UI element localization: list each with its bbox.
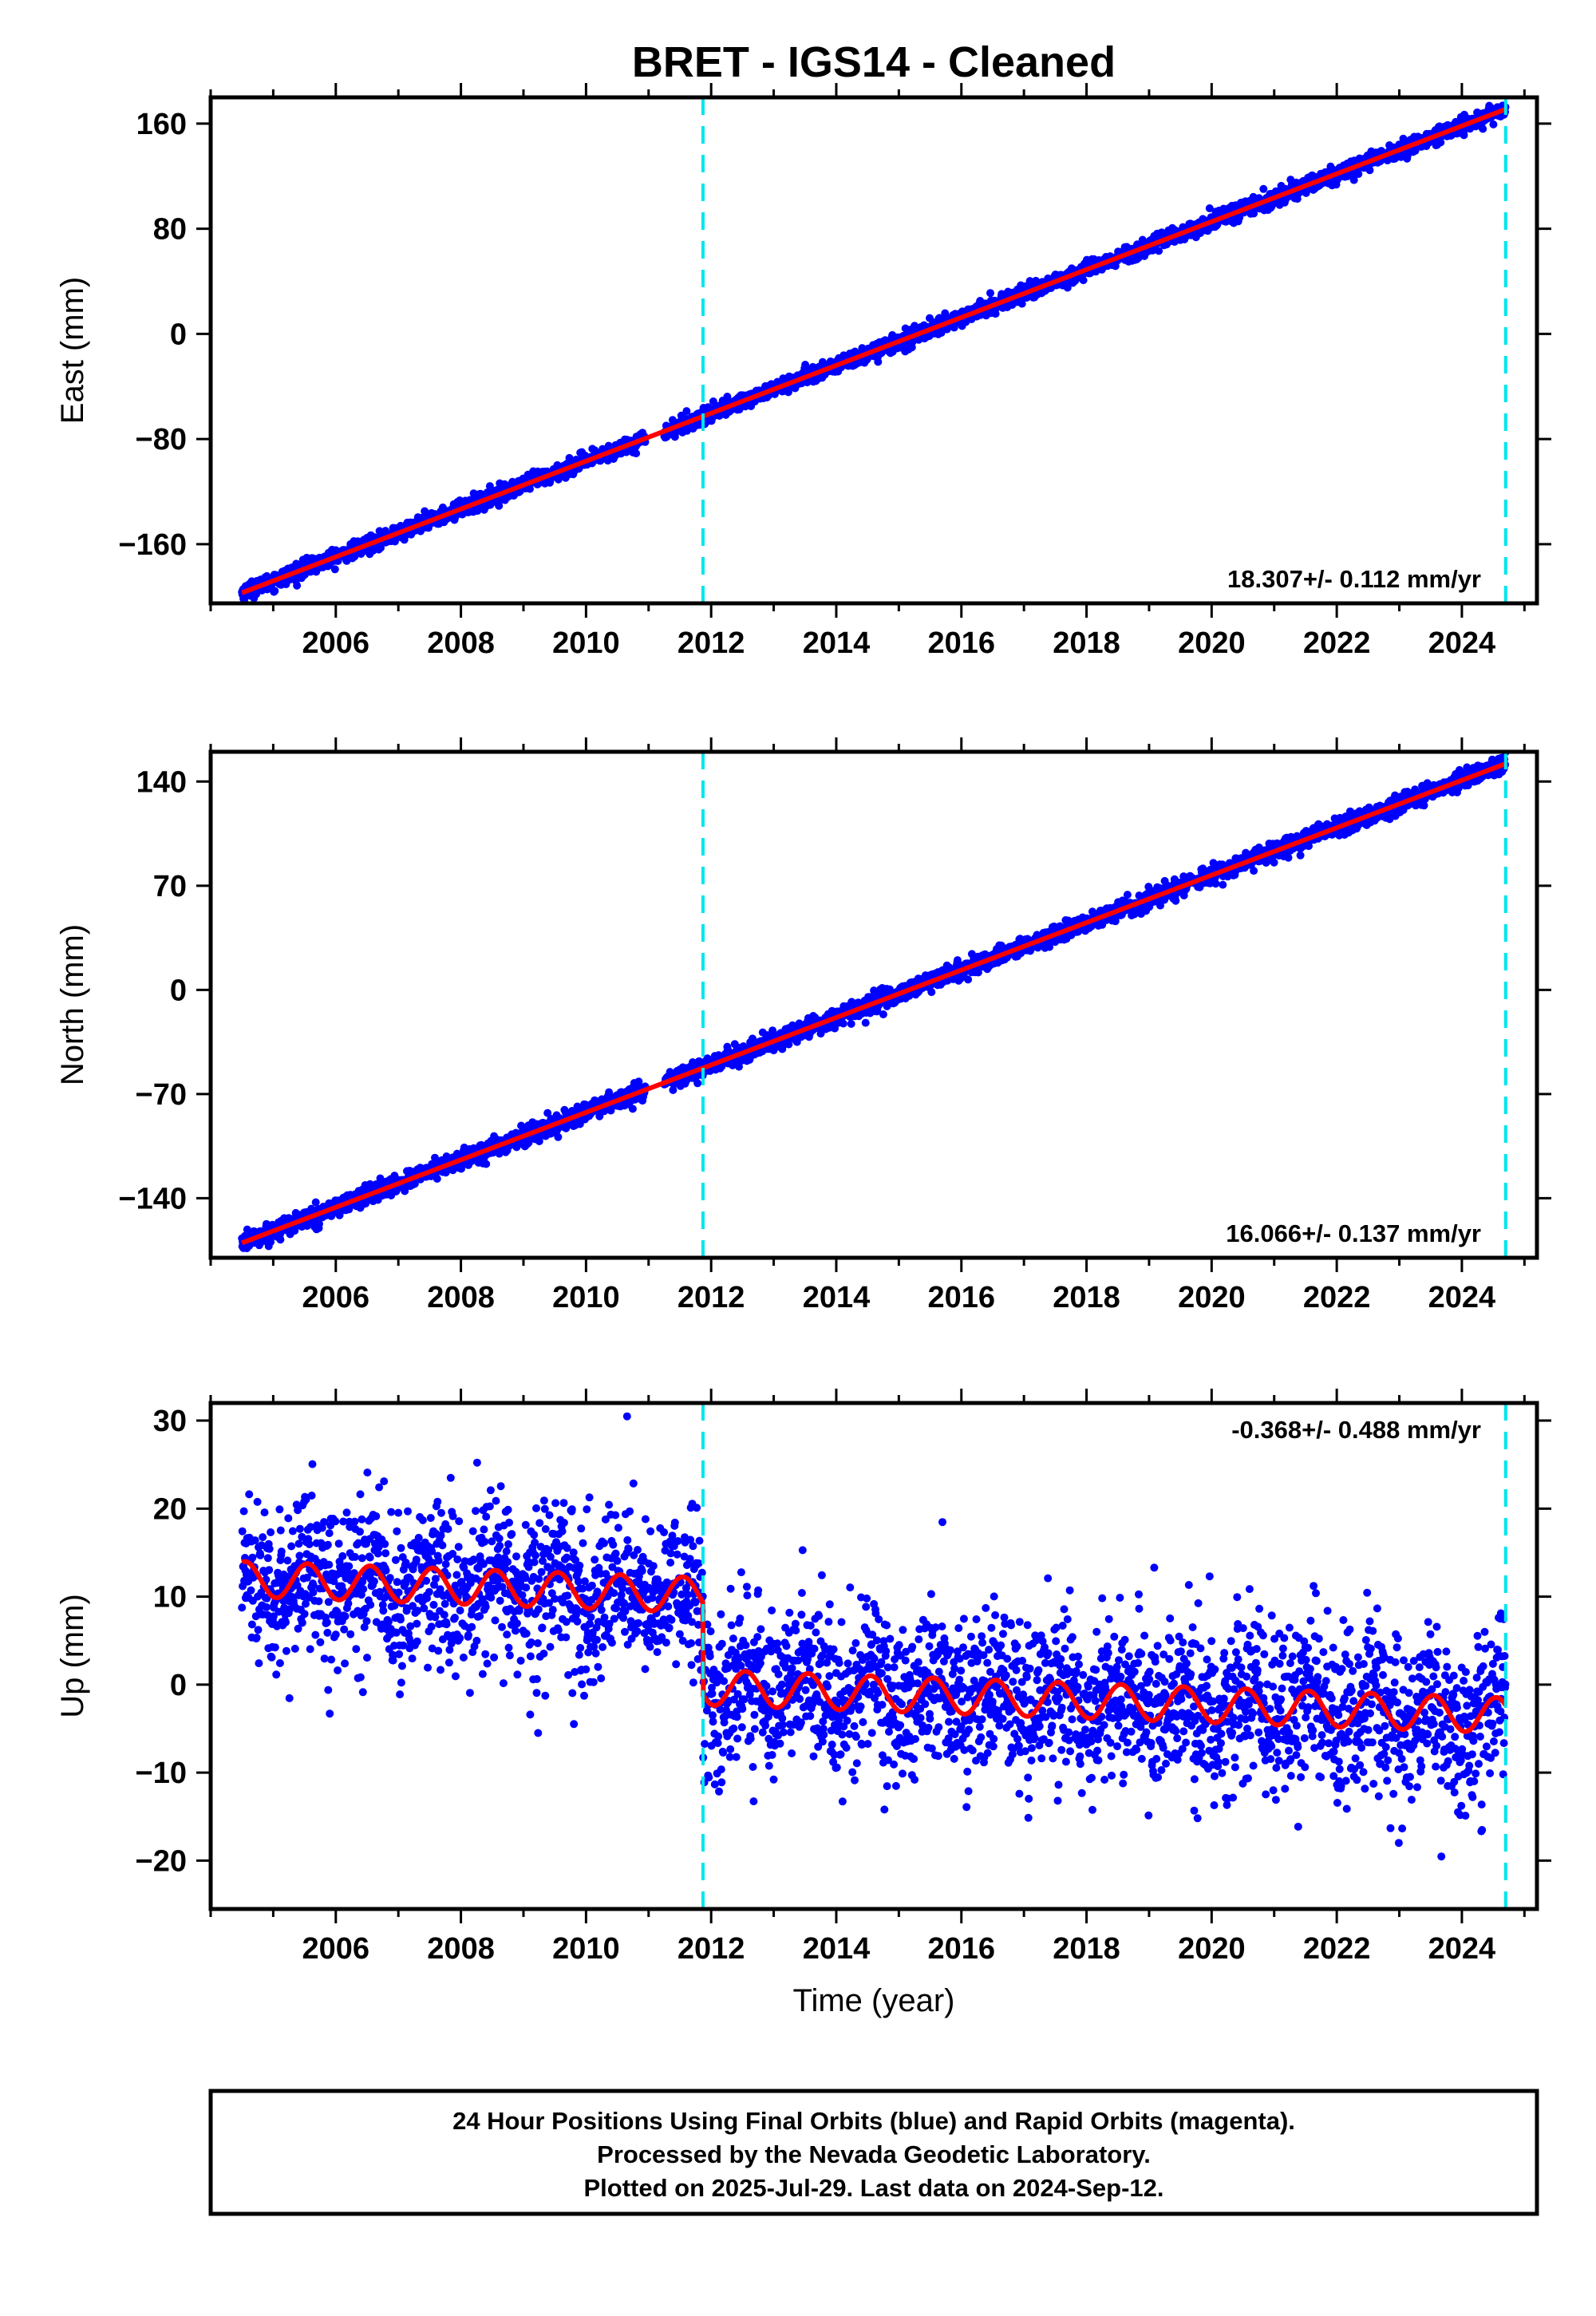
panel-north: 2006 2008 2010 2012 2014 2016 2018 2020 2022 2024… <box>55 737 1551 1314</box>
data-point <box>1259 184 1268 193</box>
data-point <box>1479 124 1487 133</box>
y-tick-label: −80 <box>136 423 187 456</box>
velocity-label: 18.307+/- 0.112 mm/yr <box>1227 565 1481 593</box>
x-tick-label: 2006 <box>302 626 370 660</box>
plot-panels: 2006 2008 2010 2012 2014 2016 2018 2020 2022 2024… <box>55 83 1551 2018</box>
data-point <box>847 1019 855 1028</box>
data-point <box>632 449 641 458</box>
y-tick-label: 160 <box>136 108 187 141</box>
data-point <box>276 1235 285 1244</box>
x-tick-label: 2024 <box>1428 626 1496 660</box>
x-tick-label: 2014 <box>803 626 871 660</box>
data-point <box>482 1160 491 1168</box>
x-tick-label: 2008 <box>427 626 495 660</box>
data-point <box>554 1132 563 1141</box>
data-points <box>238 752 1510 1253</box>
data-point <box>874 358 883 366</box>
x-tick-label: 2016 <box>927 626 995 660</box>
y-tick-label: 0 <box>170 318 187 351</box>
y-tick-label: −160 <box>118 528 187 562</box>
y-tick-label: 80 <box>153 213 187 247</box>
model-fit-line <box>241 107 1507 595</box>
data-point <box>628 1105 637 1113</box>
data-point <box>693 1079 702 1088</box>
data-point <box>433 1175 441 1183</box>
data-point <box>784 1040 793 1049</box>
data-point <box>991 310 1000 318</box>
data-point <box>1365 166 1374 175</box>
data-point <box>377 543 385 552</box>
figure-title: BRET - IGS14 - Cleaned <box>632 38 1116 86</box>
data-point <box>861 1018 870 1027</box>
data-point <box>1489 120 1498 128</box>
data-point <box>271 587 279 595</box>
x-tick-label: 2012 <box>678 626 745 660</box>
data-point <box>330 565 339 574</box>
y-axis-label: East (mm) <box>55 277 90 424</box>
data-point <box>293 581 302 590</box>
data-point <box>839 1019 847 1028</box>
data-point <box>986 289 994 298</box>
data-point <box>1460 131 1468 140</box>
panel-east: 2006 2008 2010 2012 2014 2016 2018 2020 2022 2024… <box>55 83 1551 660</box>
x-tick-label: 2010 <box>552 626 620 660</box>
data-point <box>682 407 691 416</box>
x-tick-label: 2022 <box>1303 626 1371 660</box>
data-point <box>495 501 504 510</box>
x-tick-label: 2018 <box>1053 626 1120 660</box>
x-tick-label: 2020 <box>1178 626 1246 660</box>
